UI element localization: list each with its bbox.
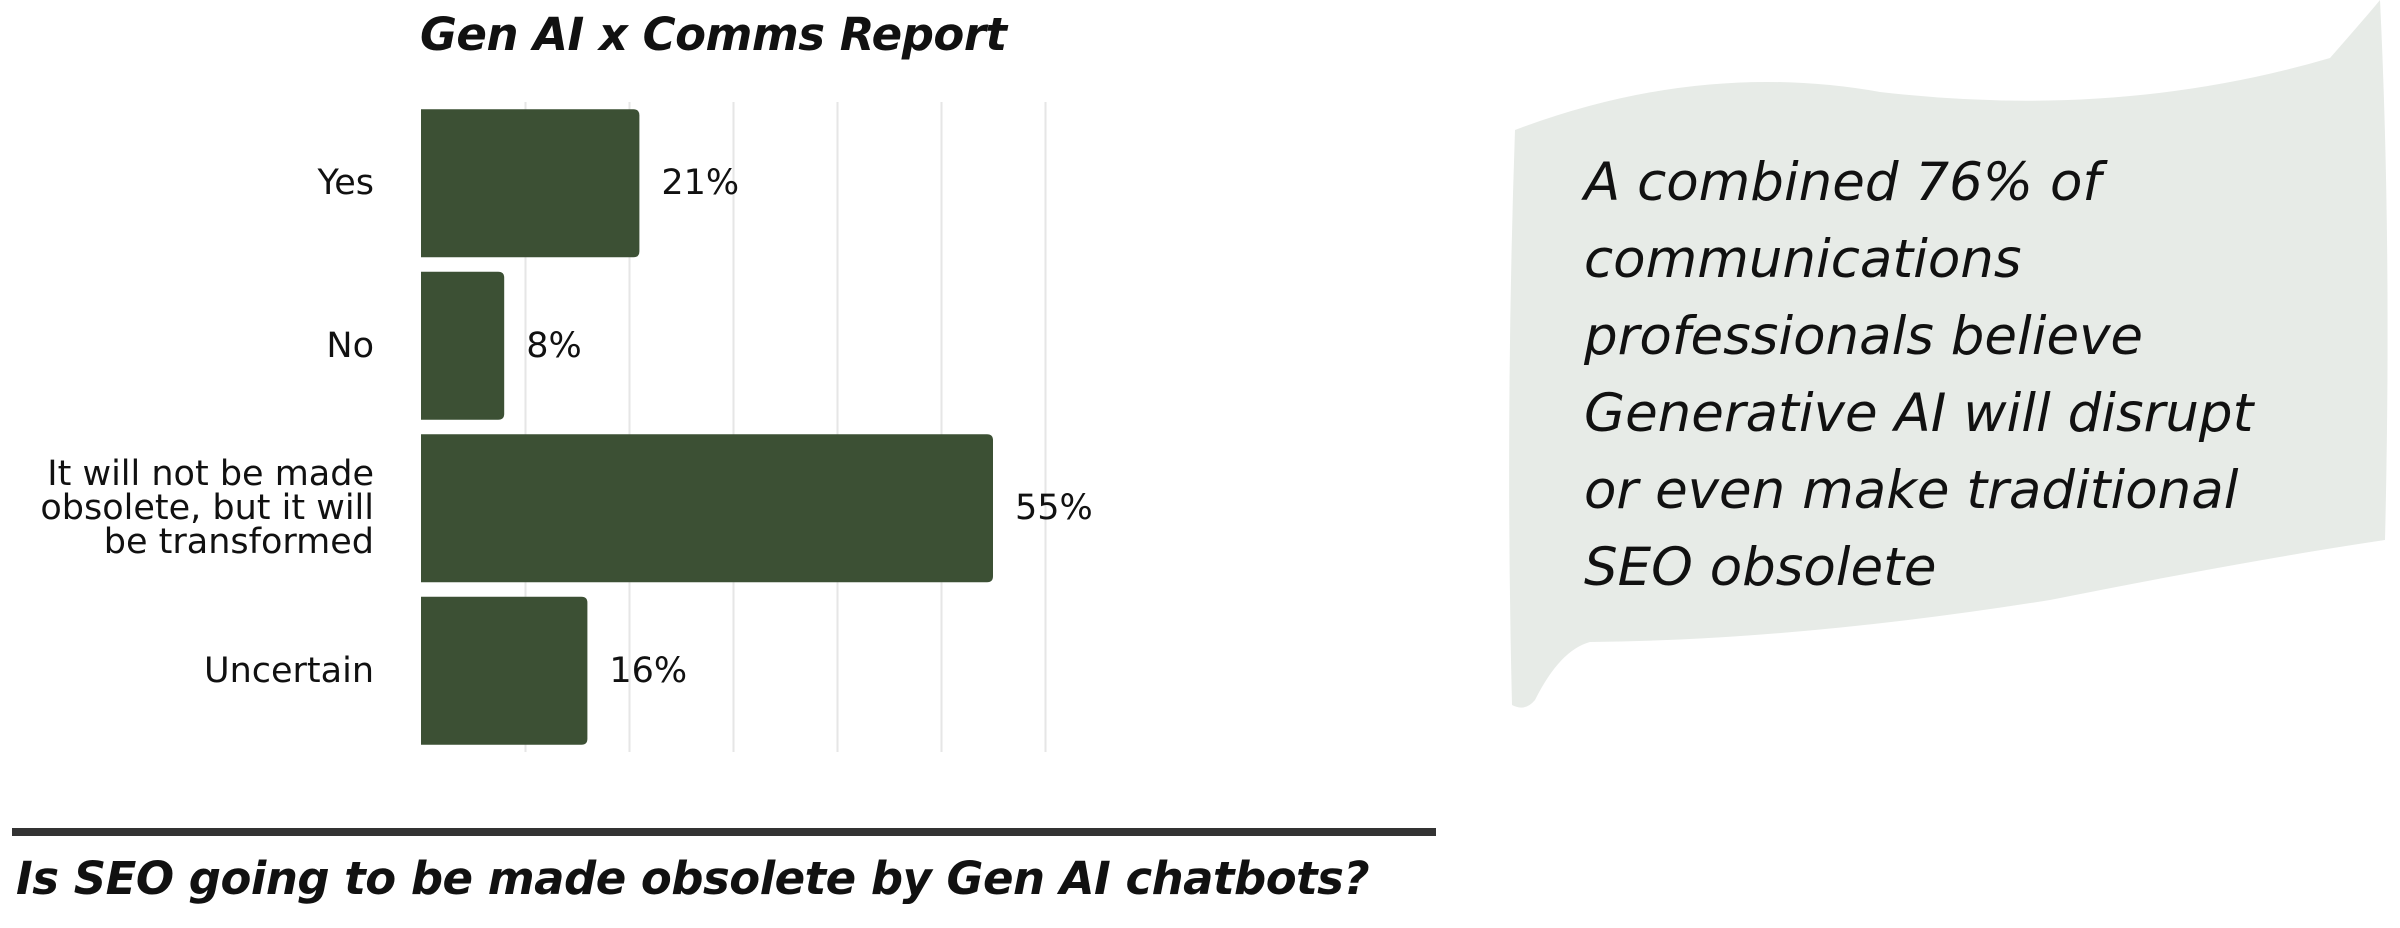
chart-title: Gen AI x Comms Report: [420, 8, 1007, 61]
bar-3: [421, 434, 993, 583]
bar-1: [421, 109, 640, 258]
category-label-3: It will not be made obsolete, but it wil…: [40, 454, 374, 563]
value-label-2: 8%: [526, 325, 582, 366]
callout-bubble: [1509, 0, 2388, 708]
bar-2: [421, 271, 505, 420]
bars: [421, 109, 993, 745]
callout-text: A combined 76% of communications profess…: [1584, 152, 2254, 598]
category-label-1: Yes: [317, 163, 375, 204]
value-label-1: 21%: [661, 163, 740, 204]
bar-4: [421, 596, 588, 745]
category-label-4: Uncertain: [203, 650, 374, 691]
footer-question: Is SEO going to be made obsolete by Gen …: [16, 852, 1370, 905]
category-label-2: No: [326, 325, 374, 366]
footer-rule: [12, 828, 1436, 836]
value-label-4: 16%: [609, 650, 688, 691]
value-label-3: 55%: [1015, 488, 1093, 529]
